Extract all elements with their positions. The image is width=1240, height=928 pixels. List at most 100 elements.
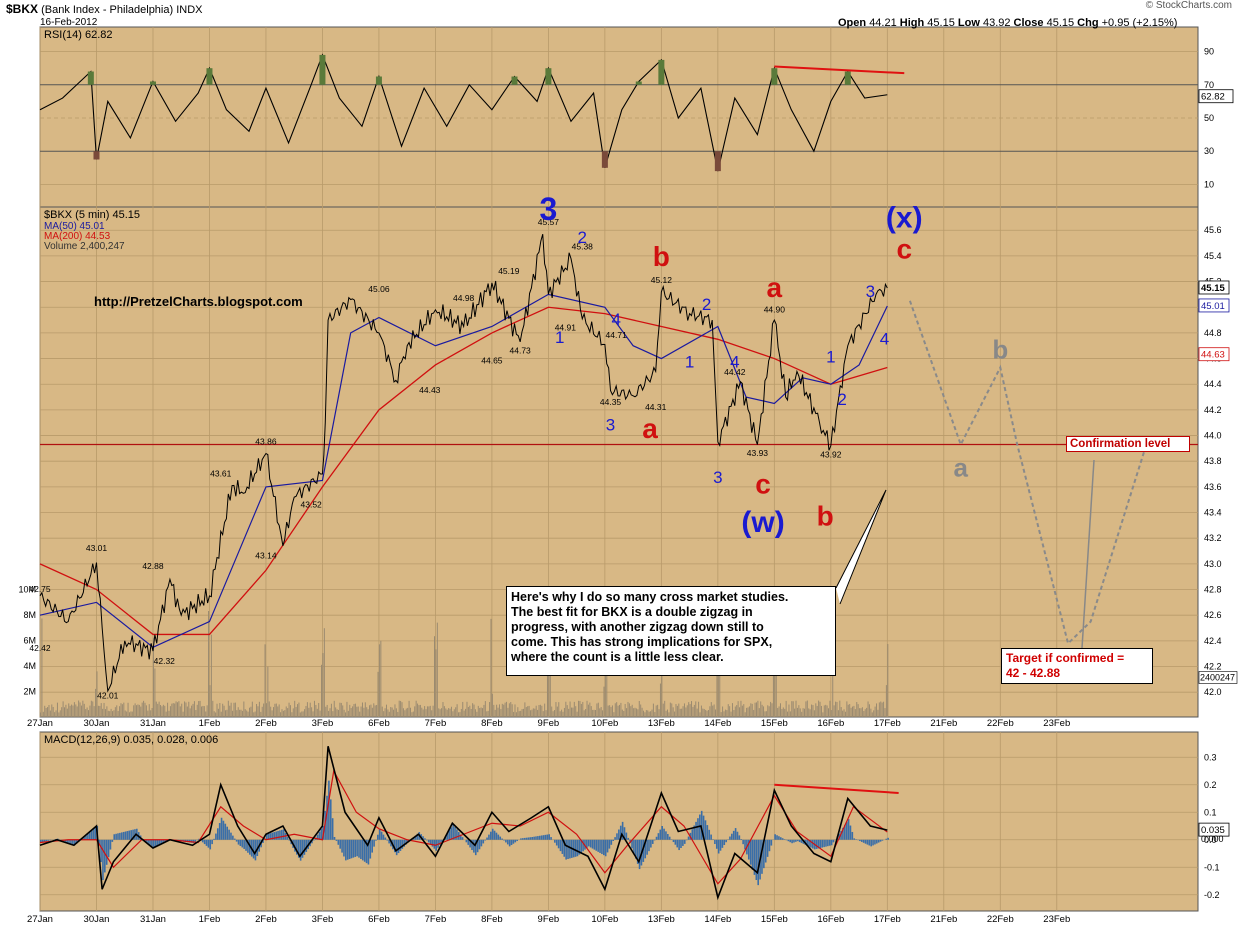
price-point-label: 43.61 — [210, 469, 232, 479]
macd-histogram-bar — [100, 839, 102, 863]
wave-label: 3 — [866, 282, 875, 301]
volume-bar — [815, 703, 817, 717]
wave-label: 1 — [826, 347, 835, 366]
volume-bar — [825, 704, 827, 717]
volume-bar — [713, 704, 715, 717]
macd-histogram-bar — [885, 838, 888, 840]
volume-bar — [750, 703, 752, 717]
volume-bar — [700, 705, 702, 717]
volume-bar — [484, 701, 486, 717]
volume-bar — [465, 708, 467, 717]
macd-histogram-bar — [648, 839, 650, 852]
volume-bar — [466, 701, 468, 717]
price-point-label: 43.92 — [820, 449, 842, 459]
volume-bar — [422, 709, 424, 717]
volume-bar — [418, 705, 420, 717]
volume-bar — [230, 702, 232, 717]
macd-histogram-bar — [795, 839, 797, 842]
wave-label: c — [896, 233, 912, 264]
price-tick-label: 45.4 — [1204, 251, 1222, 261]
volume-bar — [795, 700, 797, 717]
volume-bar — [130, 711, 132, 717]
macd-histogram-bar — [429, 839, 432, 845]
volume-bar — [203, 706, 205, 717]
volume-bar — [689, 704, 691, 717]
x-tick-label-top: 16Feb — [817, 718, 844, 729]
macd-histogram-bar — [812, 839, 814, 849]
volume-bar — [342, 705, 344, 717]
macd-histogram-bar — [117, 833, 119, 840]
volume-bar — [520, 710, 522, 717]
macd-histogram-bar — [625, 832, 628, 840]
macd-histogram-bar — [228, 829, 230, 840]
macd-histogram-bar — [213, 838, 215, 840]
target-pointer — [1081, 459, 1095, 649]
volume-bar — [49, 710, 51, 717]
volume-bar — [826, 705, 828, 717]
macd-histogram-bar — [683, 839, 686, 844]
macd-histogram-bar — [122, 831, 125, 840]
volume-bar — [833, 705, 835, 717]
macd-histogram-bar — [467, 839, 470, 845]
volume-bar — [417, 703, 419, 717]
macd-histogram-bar — [490, 831, 492, 840]
volume-bar — [515, 712, 517, 717]
volume-bar — [107, 710, 109, 717]
macd-line — [39, 746, 888, 901]
volume-bar — [148, 704, 150, 717]
volume-bar — [85, 709, 87, 717]
macd-histogram-bar — [239, 839, 242, 847]
volume-bar — [868, 704, 870, 717]
rsi-tick-label: 70 — [1204, 80, 1214, 90]
x-tick-label-bottom: 10Feb — [591, 914, 618, 925]
macd-histogram-bar — [561, 839, 564, 854]
volume-bar — [213, 711, 215, 717]
macd-histogram-bar — [367, 839, 370, 865]
macd-histogram-bar — [522, 838, 524, 840]
volume-bar — [842, 710, 844, 717]
price-point-label: 44.43 — [419, 385, 441, 395]
macd-histogram-bar — [663, 828, 665, 840]
macd-histogram-bar — [651, 839, 654, 844]
macd-histogram-bar — [520, 838, 522, 840]
volume-bar — [104, 709, 106, 717]
volume-bar — [808, 708, 810, 717]
volume-bar — [836, 701, 838, 717]
x-tick-label-bottom: 9Feb — [538, 914, 560, 925]
volume-bar — [856, 702, 858, 717]
volume-bar — [654, 712, 656, 717]
volume-bar — [171, 703, 173, 717]
volume-bar — [847, 704, 849, 717]
macd-histogram-bar — [476, 839, 479, 853]
volume-bar — [823, 705, 825, 717]
volume-bar — [82, 700, 84, 717]
volume-bar — [458, 712, 460, 717]
macd-histogram-bar — [405, 839, 407, 845]
volume-bar — [301, 711, 303, 717]
volume-bar — [239, 709, 241, 717]
volume-bar — [48, 704, 50, 717]
macd-histogram-bar — [119, 832, 121, 840]
macd-histogram-bar — [538, 835, 541, 840]
macd-histogram-bar — [201, 839, 204, 843]
volume-bar — [261, 706, 263, 717]
macd-histogram-bar — [778, 836, 780, 840]
macd-histogram-bar — [842, 827, 844, 840]
macd-histogram-bar — [770, 839, 773, 846]
volume-bar — [507, 707, 509, 717]
chart-date: 16-Feb-2012 — [40, 17, 98, 28]
macd-histogram-bar — [218, 823, 221, 840]
volume-bar — [99, 705, 101, 717]
volume-bar — [52, 706, 54, 717]
volume-bar — [538, 705, 540, 717]
volume-bar — [744, 712, 746, 717]
volume-bar — [315, 704, 317, 717]
volume-bar — [501, 703, 503, 717]
volume-bar — [692, 706, 694, 717]
macd-histogram-bar — [516, 839, 518, 842]
volume-bar — [679, 708, 681, 717]
volume-bar — [357, 706, 359, 717]
volume-bar — [822, 712, 824, 717]
macd-histogram-bar — [373, 839, 375, 847]
close-value: 45.15 — [1046, 17, 1075, 29]
